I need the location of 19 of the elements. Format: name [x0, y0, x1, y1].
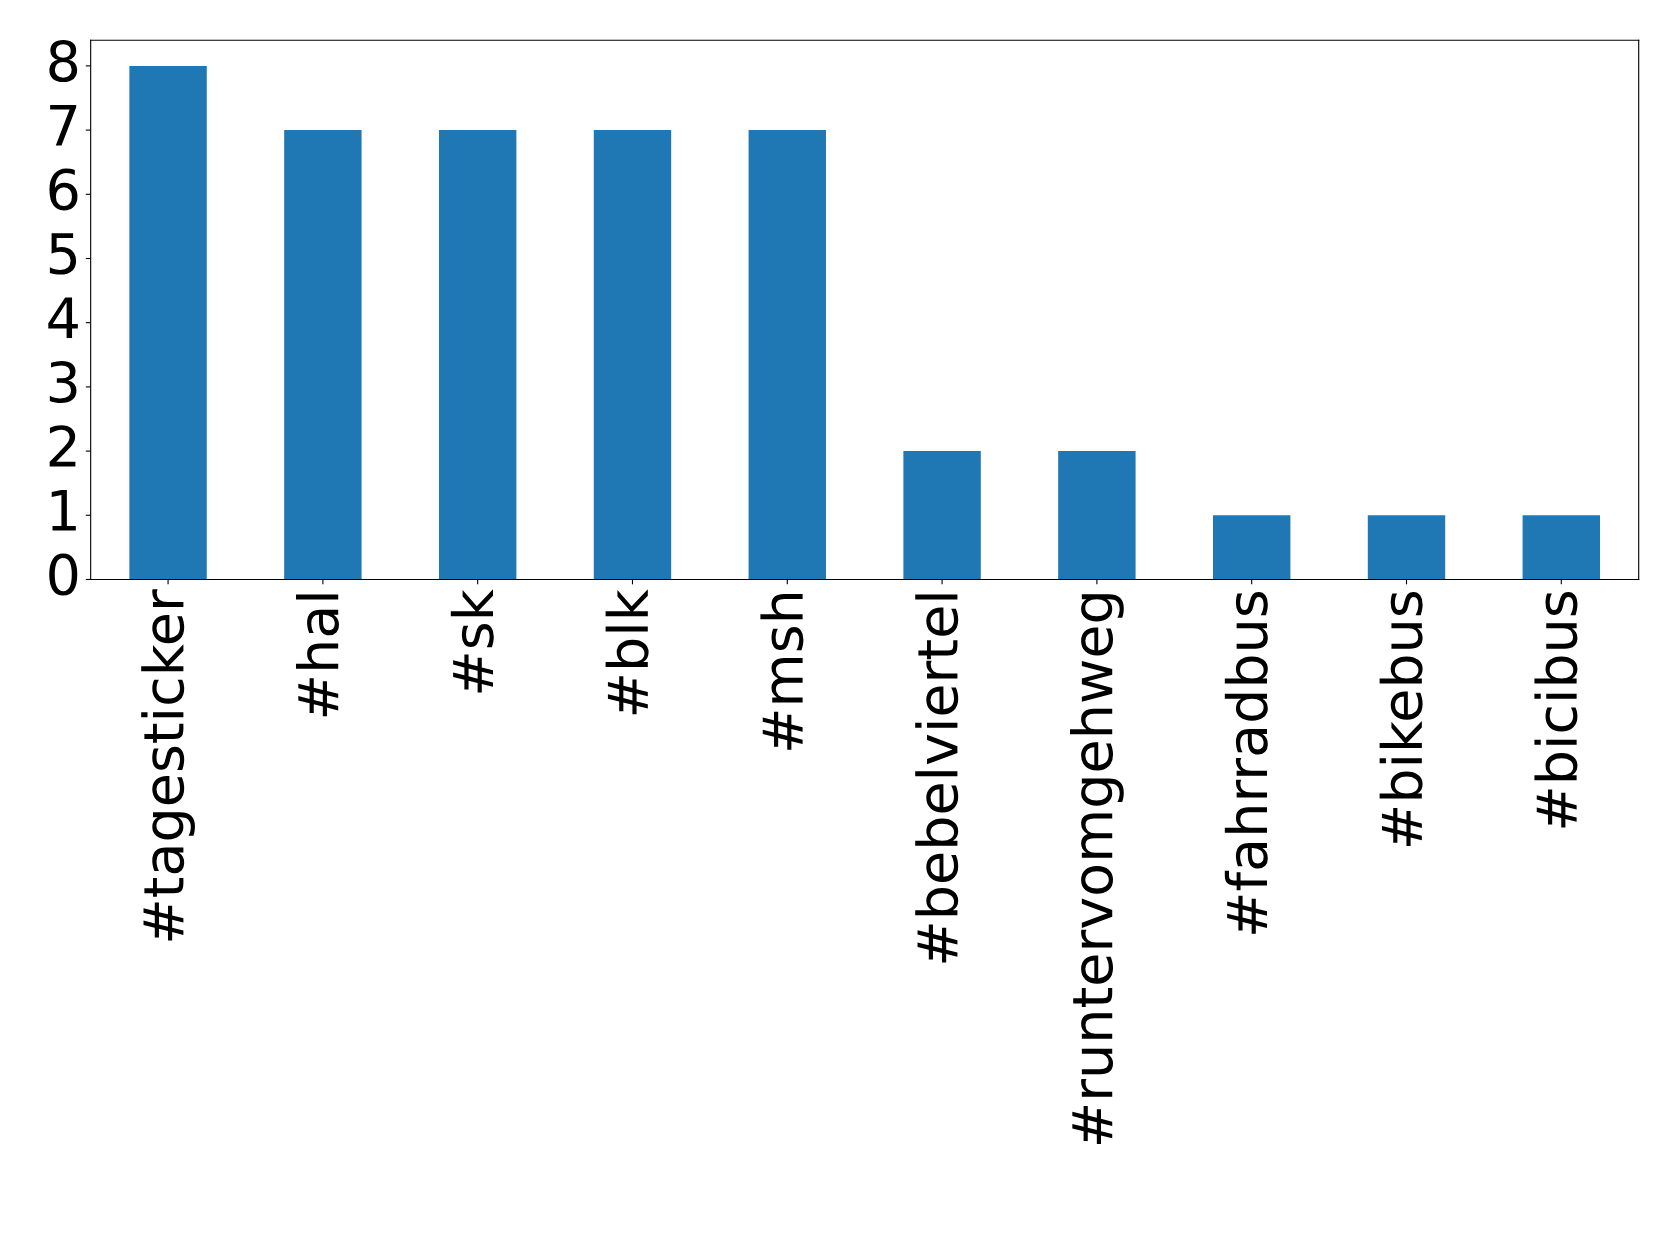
x-tick-label: #fahrradbus [1224, 591, 1268, 934]
x-tick-label: #bebelviertel [915, 594, 959, 963]
y-tick-label: 3 [49, 360, 77, 404]
x-tick-label: #hal [295, 594, 339, 717]
y-tick-label: 8 [49, 40, 78, 83]
x-tick-label: #sk [450, 589, 494, 693]
y-tick-label: 2 [49, 425, 76, 467]
y-tick-label: 4 [48, 297, 78, 339]
x-tick-label: #msh [760, 593, 804, 750]
x-tick-label: #bikebus [1379, 591, 1423, 846]
y-tick-label: 6 [49, 168, 78, 211]
y-tick-label: 1 [51, 490, 76, 531]
x-tick-label: #bicibus [1534, 591, 1578, 828]
y-tick-label: 7 [50, 104, 77, 146]
x-tick-label: #runtervomgehweg [1070, 594, 1124, 1145]
x-tick-label: #blk [605, 589, 649, 715]
y-tick-label: 5 [49, 233, 77, 275]
y-tick-label: 0 [49, 553, 78, 596]
x-tick-label: #tagesticker [141, 589, 195, 941]
